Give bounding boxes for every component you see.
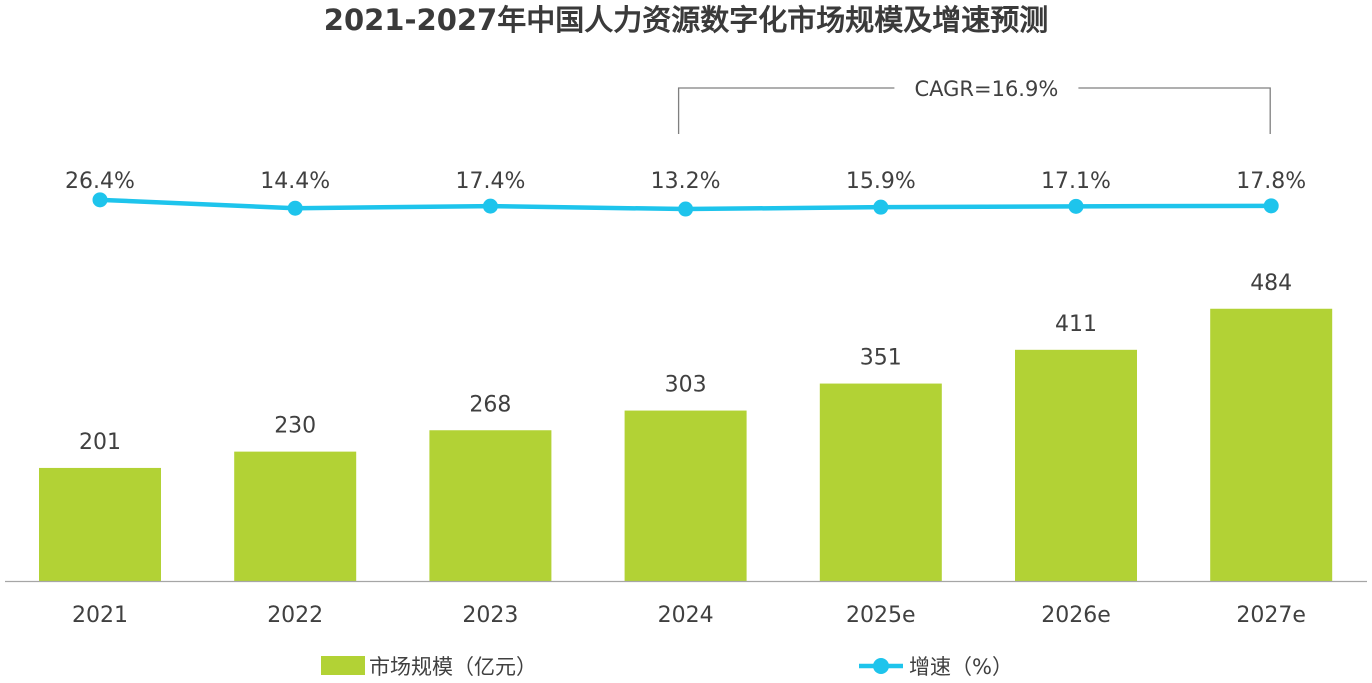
legend-item-growth-rate: 增速（%） xyxy=(859,655,1013,679)
x-tick-label: 2022 xyxy=(267,603,323,628)
bar xyxy=(1015,349,1137,581)
x-tick-label: 2023 xyxy=(462,603,518,628)
x-tick-labels: 2021 2022 2023 2024 2025e 2026e 2027e xyxy=(72,603,1306,628)
legend-bar-label: 市场规模（亿元） xyxy=(369,655,537,679)
x-tick-label: 2026e xyxy=(1041,603,1111,628)
growth-rate-marker xyxy=(1263,198,1279,214)
x-tick-label: 2027e xyxy=(1236,603,1306,628)
legend-item-market-size: 市场规模（亿元） xyxy=(321,655,537,679)
x-tick-label: 2025e xyxy=(846,603,916,628)
bar xyxy=(1210,308,1333,581)
bar-group xyxy=(39,308,1333,581)
growth-rate-line: 26.4% 14.4% 17.4% 13.2% 15.9% 17.1% 17.8% xyxy=(65,169,1306,217)
cagr-label: CAGR=16.9% xyxy=(914,77,1058,101)
bar-value-label: 303 xyxy=(665,373,707,398)
x-tick-label: 2021 xyxy=(72,603,128,628)
growth-rate-marker xyxy=(92,192,108,208)
growth-rate-label: 14.4% xyxy=(260,169,330,194)
legend-line-marker xyxy=(873,658,889,674)
bar xyxy=(39,467,161,581)
bar xyxy=(819,383,942,581)
growth-rate-marker xyxy=(1068,198,1084,214)
legend-bar-swatch xyxy=(321,656,365,675)
legend-line-label: 增速（%） xyxy=(909,655,1013,679)
bar-value-label: 351 xyxy=(860,346,902,371)
growth-rate-label: 17.1% xyxy=(1041,169,1111,194)
growth-rate-label: 13.2% xyxy=(651,169,721,194)
bar-value-label: 268 xyxy=(469,392,511,417)
growth-rate-marker xyxy=(873,199,889,215)
bar-value-labels: 201 230 268 303 351 411 484 xyxy=(79,271,1292,455)
x-tick-label: 2024 xyxy=(658,603,714,628)
cagr-annotation: CAGR=16.9% xyxy=(677,76,1271,134)
cagr-label-background xyxy=(894,76,1079,100)
bar xyxy=(429,430,552,581)
growth-rate-label: 15.9% xyxy=(846,169,916,194)
growth-rate-marker xyxy=(678,201,694,217)
growth-rate-marker xyxy=(482,198,498,214)
growth-rate-label: 26.4% xyxy=(65,169,135,194)
bar-value-label: 411 xyxy=(1055,312,1097,337)
bar xyxy=(624,410,747,581)
growth-rate-marker xyxy=(287,200,303,216)
growth-rate-label: 17.4% xyxy=(455,169,525,194)
chart-title: 2021-2027年中国人力资源数字化市场规模及增速预测 xyxy=(323,3,1049,37)
bar-value-label: 484 xyxy=(1250,271,1292,296)
bar xyxy=(234,451,357,581)
bar-value-label: 230 xyxy=(274,414,316,439)
bar-value-label: 201 xyxy=(79,430,121,455)
growth-rate-label: 17.8% xyxy=(1236,169,1306,194)
legend: 市场规模（亿元） 增速（%） xyxy=(321,655,1013,679)
